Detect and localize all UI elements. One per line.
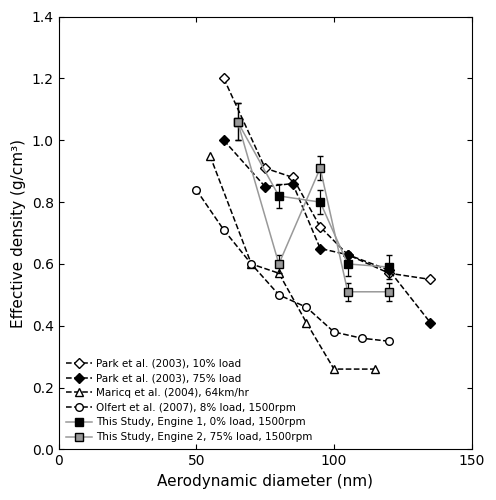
X-axis label: Aerodynamic diameter (nm): Aerodynamic diameter (nm) (157, 474, 373, 489)
Legend: Park et al. (2003), 10% load, Park et al. (2003), 75% load, Maricq et al. (2004): Park et al. (2003), 10% load, Park et al… (64, 356, 314, 444)
Y-axis label: Effective density (g/cm³): Effective density (g/cm³) (11, 138, 26, 328)
